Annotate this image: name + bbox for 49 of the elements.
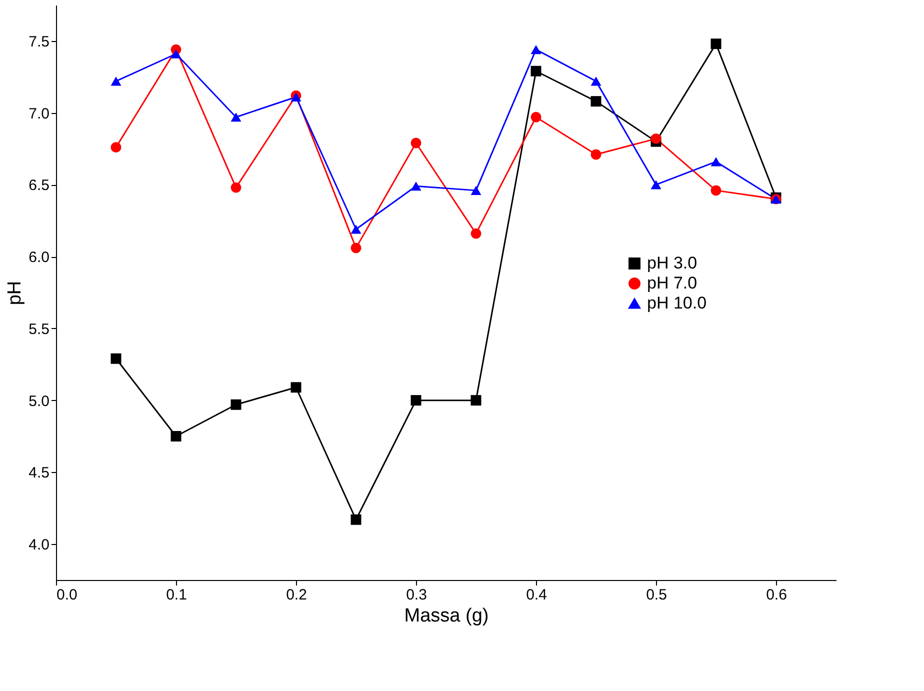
y-tick-label: 4.0	[28, 536, 50, 554]
point	[590, 96, 602, 107]
point	[710, 185, 722, 196]
y-tick-label: 5.0	[28, 392, 50, 410]
y-axis-title: pH	[4, 280, 26, 306]
point	[470, 186, 482, 195]
y-tick-label: 5.5	[28, 320, 50, 338]
y-tick-label: 7.0	[28, 105, 50, 122]
legend-label: pH 7.0	[647, 274, 698, 292]
point	[530, 66, 542, 76]
point	[470, 228, 482, 239]
y-tick-label: 6.0	[28, 249, 50, 266]
x-tick-label: 0.3	[406, 586, 427, 604]
point	[590, 149, 602, 160]
x-tick-label: 0.5	[646, 586, 667, 604]
point	[350, 242, 362, 254]
point	[530, 45, 542, 54]
point	[590, 76, 602, 86]
y-tick-label: 4.5	[28, 464, 50, 482]
x-axis-title: Massa (g)	[404, 606, 489, 626]
x-tick-label: 0.2	[286, 586, 307, 604]
point	[170, 49, 182, 58]
point	[410, 182, 422, 191]
y-tick-label: 7.5	[28, 33, 50, 50]
point	[110, 142, 122, 153]
point	[470, 395, 482, 406]
x-tick-label: 0.6	[766, 586, 787, 604]
point	[710, 157, 722, 166]
legend-label: pH 3.0	[647, 254, 698, 272]
point	[230, 399, 242, 410]
point	[410, 138, 422, 148]
x-tick-label: 0.4	[526, 586, 547, 604]
point	[710, 38, 722, 50]
point	[110, 353, 122, 364]
y-tick-label: 6.5	[28, 177, 50, 194]
point	[350, 514, 362, 525]
point	[530, 112, 542, 122]
point	[110, 76, 122, 86]
point	[170, 431, 182, 442]
point	[650, 180, 662, 190]
point	[350, 224, 362, 234]
point	[410, 395, 422, 406]
x-tick-label: 0.0	[56, 586, 78, 604]
point	[290, 382, 302, 393]
x-tick-label: 0.1	[166, 586, 187, 604]
point	[230, 182, 242, 193]
legend-label: pH 10.0	[647, 294, 707, 312]
point	[230, 112, 242, 122]
point	[650, 133, 662, 144]
